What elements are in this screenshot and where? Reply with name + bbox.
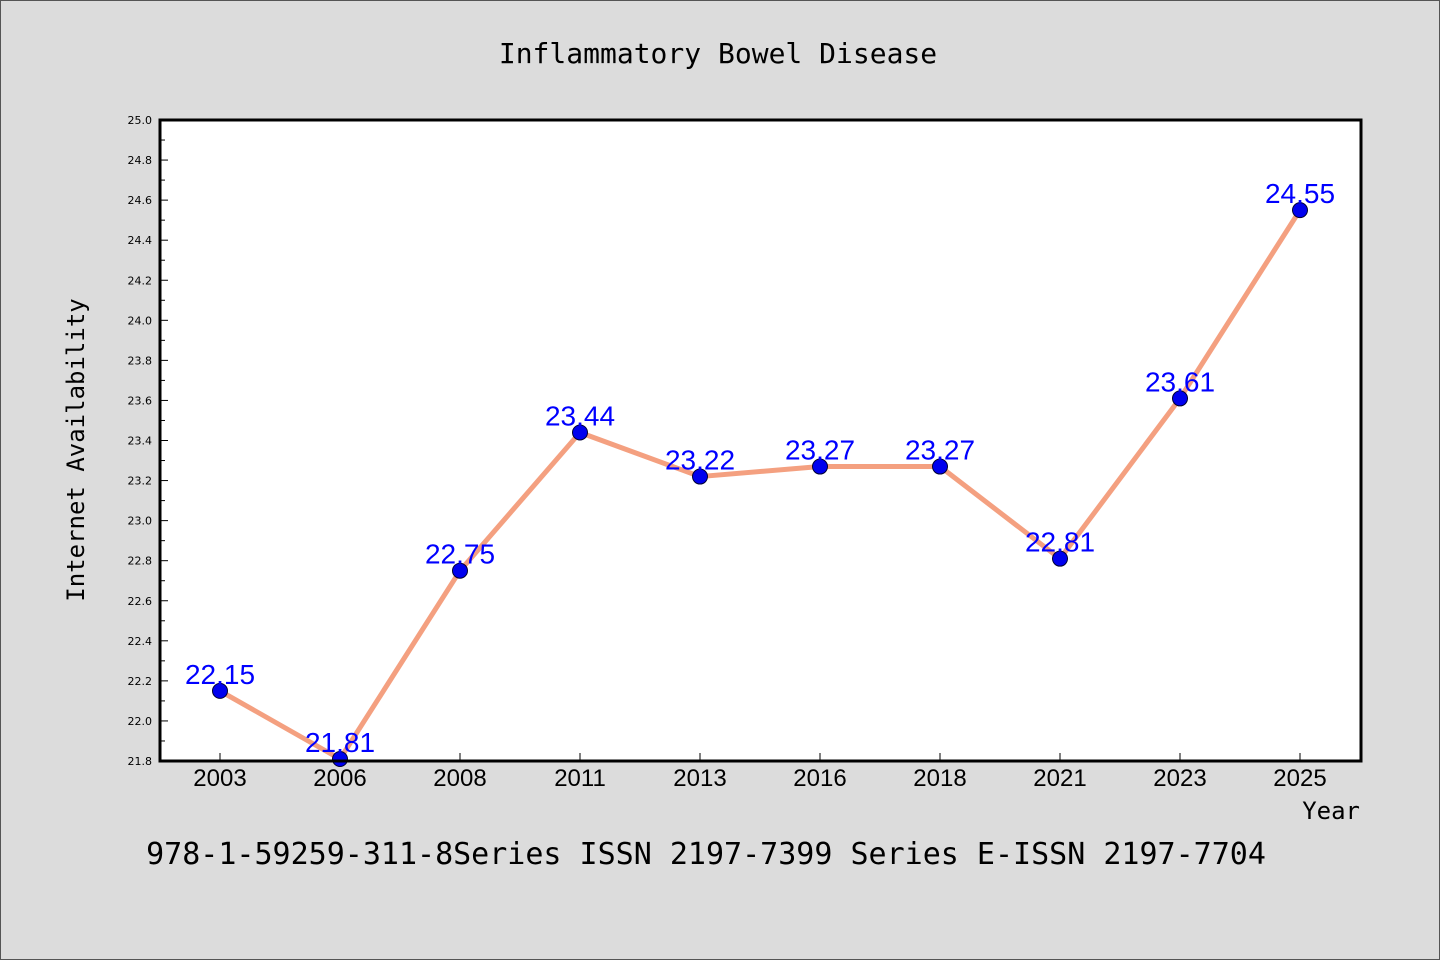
data-point <box>212 682 228 699</box>
y-tick-label: 21.8 <box>128 755 153 768</box>
x-tick-label: 2011 <box>554 765 606 792</box>
data-point <box>932 458 948 475</box>
data-label: 24.55 <box>1265 178 1335 209</box>
y-tick-label: 22.8 <box>128 555 153 568</box>
y-tick-label: 24.0 <box>128 314 153 327</box>
data-label: 22.15 <box>185 659 255 690</box>
series-polyline <box>218 208 1303 762</box>
series-markers <box>212 202 1308 767</box>
x-tick-label: 2023 <box>1153 765 1206 792</box>
plot-border <box>158 118 1363 763</box>
data-label: 23.27 <box>785 435 855 466</box>
y-tick-label: 24.4 <box>128 234 153 247</box>
y-tick-label: 22.6 <box>128 595 153 608</box>
y-axis: 21.8 22.0 22.2 22.4 22.6 22.8 23.0 23.2 23.4 23.6… <box>128 114 168 768</box>
data-point <box>332 750 348 767</box>
footer-text: 978-1-59259-311-8Series ISSN 2197-7399 S… <box>146 837 1266 872</box>
data-point <box>692 468 708 485</box>
x-tick-label: 2025 <box>1273 765 1326 792</box>
data-label: 22.81 <box>1025 527 1095 558</box>
y-tick-label: 22.4 <box>128 635 153 648</box>
x-tick-label: 2006 <box>313 765 366 792</box>
x-tick-label: 2008 <box>433 765 486 792</box>
data-label: 23.61 <box>1145 366 1215 397</box>
x-axis: 2003 2006 2008 2011 2013 2016 2018 2021 2023 2025 <box>193 753 1327 792</box>
series-line <box>218 208 1303 762</box>
y-axis-label: Internet Availability <box>62 298 90 601</box>
data-label: 22.75 <box>425 539 495 570</box>
x-axis-label: Year <box>1302 797 1360 825</box>
x-tick-label: 2021 <box>1033 765 1086 792</box>
data-label: 23.22 <box>665 445 735 476</box>
y-tick-label: 23.6 <box>128 394 153 407</box>
y-tick-label: 24.2 <box>128 274 153 287</box>
data-label: 23.44 <box>545 400 615 431</box>
data-point <box>452 562 468 579</box>
plot-area <box>160 120 1361 761</box>
y-tick-label: 23.8 <box>128 354 153 367</box>
y-tick-label: 22.0 <box>128 715 153 728</box>
y-tick-label: 23.4 <box>128 435 153 448</box>
x-tick-label: 2003 <box>193 765 246 792</box>
y-tick-label: 22.2 <box>128 675 153 688</box>
data-label: 21.81 <box>305 727 375 758</box>
data-label: 23.27 <box>905 435 975 466</box>
data-point <box>1052 550 1068 567</box>
data-point <box>1292 202 1308 219</box>
y-tick-label: 23.0 <box>128 515 153 528</box>
data-point <box>1172 390 1188 407</box>
data-labels: 22.15 21.81 22.75 23.44 23.22 23.27 23.27 22.81… <box>185 178 1335 758</box>
y-tick-label: 24.6 <box>128 194 153 207</box>
data-point <box>812 458 828 475</box>
x-tick-label: 2018 <box>913 765 966 792</box>
y-tick-label: 23.2 <box>128 475 153 488</box>
y-tick-label: 24.8 <box>128 154 153 167</box>
chart-title: Inflammatory Bowel Disease <box>499 37 937 70</box>
x-tick-label: 2013 <box>673 765 726 792</box>
data-point <box>572 424 588 441</box>
y-tick-label: 25.0 <box>128 114 153 127</box>
x-tick-label: 2016 <box>793 765 846 792</box>
